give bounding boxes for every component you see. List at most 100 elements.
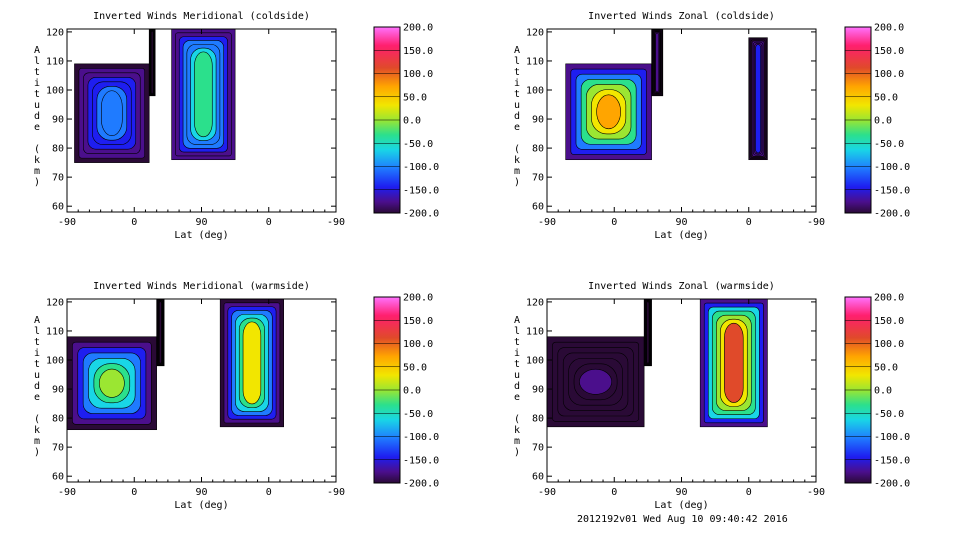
contour-region (546, 336, 645, 428)
colorbar-label: -100.0 (874, 432, 910, 443)
x-tick-label: 90 (195, 217, 207, 228)
y-tick-label: 80 (52, 144, 64, 155)
colorbar-label: -150.0 (403, 185, 439, 196)
colorbar-label: 200.0 (403, 293, 433, 304)
y-tick-label: 90 (532, 115, 544, 126)
x-axis-label: Lat (deg) (174, 230, 228, 241)
x-axis-label: Lat (deg) (654, 500, 708, 511)
x-tick-label: 0 (266, 217, 272, 228)
colorbar-label: 100.0 (403, 339, 433, 350)
colorbar-label: 200.0 (874, 23, 904, 34)
y-tick-label: 110 (46, 56, 64, 67)
contour-band (159, 301, 162, 364)
x-tick-label: 0 (611, 487, 617, 498)
x-axis-label: Lat (deg) (654, 230, 708, 241)
x-tick-label: -90 (538, 217, 556, 228)
y-tick-label: 110 (526, 56, 544, 67)
y-tick-label: 110 (46, 326, 64, 337)
y-tick-label: 120 (526, 27, 544, 38)
colorbar-label: 50.0 (403, 362, 427, 373)
colorbar-label: 0.0 (403, 386, 421, 397)
chart-title: Inverted Winds Meridional (warmside) (93, 281, 310, 292)
y-tick-label: 80 (532, 144, 544, 155)
y-tick-label: 90 (52, 385, 64, 396)
y-tick-label: 90 (52, 115, 64, 126)
colorbar-label: 100.0 (403, 69, 433, 80)
colorbar-label: 0.0 (403, 116, 421, 127)
colorbar-label: 150.0 (403, 46, 433, 57)
contour-region (643, 298, 652, 367)
colorbar-label: -100.0 (403, 162, 439, 173)
y-tick-label: 70 (52, 443, 64, 454)
colorbar-label: 50.0 (874, 362, 898, 373)
colorbar-label: -200.0 (874, 479, 910, 490)
x-tick-label: -90 (538, 487, 556, 498)
x-tick-label: 0 (746, 487, 752, 498)
x-tick-label: 0 (131, 217, 137, 228)
contour-band (646, 301, 650, 364)
chart-title: Inverted Winds Zonal (coldside) (588, 11, 775, 22)
y-tick-label: 70 (532, 443, 544, 454)
colorbar-label: -50.0 (874, 139, 904, 150)
x-tick-label: 90 (675, 217, 687, 228)
y-tick-label: 120 (526, 297, 544, 308)
colorbar-label: -100.0 (403, 432, 439, 443)
y-tick-label: 80 (52, 414, 64, 425)
chart-panel-4: Inverted Winds Zonal (warmside) -90 0 90 0 -9… (514, 281, 910, 511)
x-tick-label: 0 (266, 487, 272, 498)
contour-region (651, 28, 664, 97)
x-tick-label: -90 (58, 487, 76, 498)
chart-title: Inverted Winds Zonal (warmside) (588, 281, 775, 292)
y-tick-label: 60 (52, 202, 64, 213)
contour-region (171, 28, 236, 161)
contour-band (655, 32, 660, 93)
contour-band (194, 51, 213, 138)
contour-band (596, 94, 621, 130)
contour-region (66, 336, 157, 431)
chart-panel-2: Inverted Winds Zonal (coldside) -90 0 90 0 -9… (514, 11, 910, 241)
x-axis-label: Lat (deg) (174, 500, 228, 511)
contour-region (148, 28, 156, 97)
contour-region (74, 63, 150, 163)
colorbar-label: 150.0 (874, 316, 904, 327)
colorbar-label: 150.0 (874, 46, 904, 57)
y-tick-label: 60 (532, 202, 544, 213)
contour-band (724, 322, 744, 403)
colorbar-label: 200.0 (874, 293, 904, 304)
colorbar-label: -200.0 (403, 479, 439, 490)
y-tick-label: 120 (46, 297, 64, 308)
colorbar-label: -100.0 (874, 162, 910, 173)
colorbar-label: 50.0 (874, 92, 898, 103)
colorbar-label: -50.0 (874, 409, 904, 420)
colorbar-label: 0.0 (874, 386, 892, 397)
x-tick-label: 0 (131, 487, 137, 498)
x-tick-label: -90 (58, 217, 76, 228)
y-tick-label: 80 (532, 414, 544, 425)
y-tick-label: 110 (526, 326, 544, 337)
y-tick-label: 100 (526, 86, 544, 97)
contour-region (748, 37, 768, 161)
y-tick-label: 100 (46, 86, 64, 97)
contour-region (219, 298, 284, 428)
contour-band (98, 368, 125, 398)
x-tick-label: 90 (675, 487, 687, 498)
y-tick-label: 120 (46, 27, 64, 38)
colorbar-label: -150.0 (403, 455, 439, 466)
colorbar-label: 100.0 (874, 339, 904, 350)
x-tick-label: 0 (611, 217, 617, 228)
colorbar-label: 0.0 (874, 116, 892, 127)
colorbar-label: 200.0 (403, 23, 433, 34)
x-tick-label: 90 (195, 487, 207, 498)
colorbar-label: -200.0 (403, 209, 439, 220)
colorbar-label: -150.0 (874, 185, 910, 196)
colorbar-label: -50.0 (403, 409, 433, 420)
chart-panel-1: Inverted Winds Meridional (coldside) -90 0… (34, 11, 439, 241)
contour-band (579, 368, 613, 395)
x-tick-label: -90 (327, 487, 345, 498)
contour-band (101, 90, 123, 137)
chart-title: Inverted Winds Meridional (coldside) (93, 11, 310, 22)
y-tick-label: 70 (532, 173, 544, 184)
